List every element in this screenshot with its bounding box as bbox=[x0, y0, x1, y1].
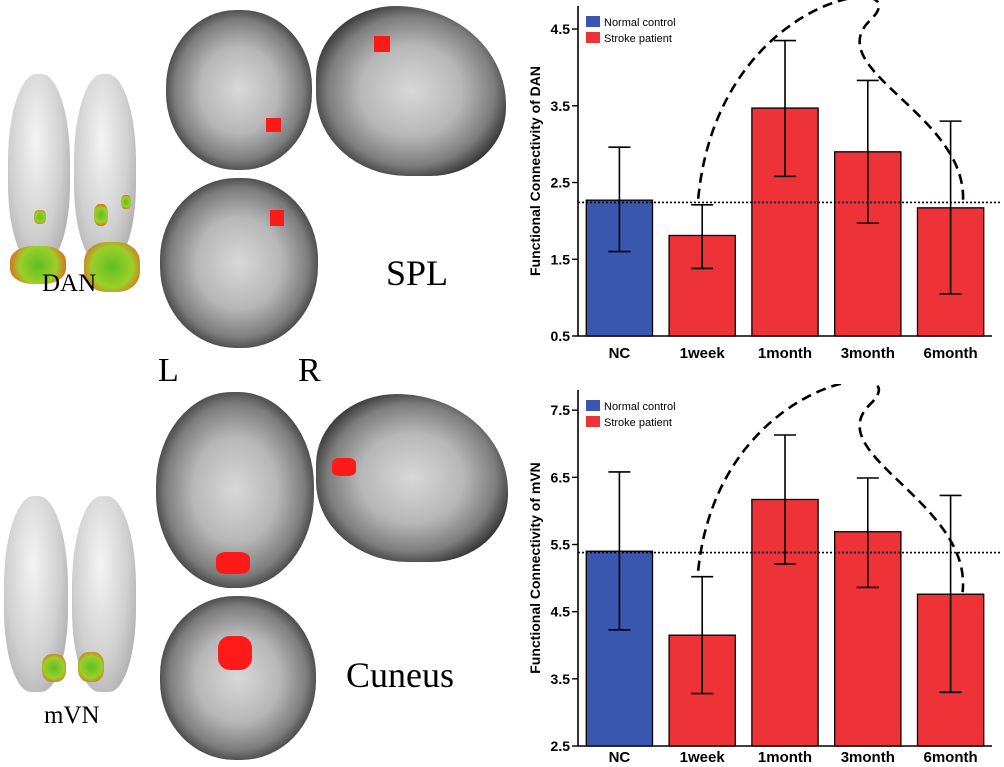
dan-label: DAN bbox=[42, 270, 97, 297]
mvn-surface-render bbox=[0, 492, 140, 702]
y-axis-title: Functional Connectivity of DAN bbox=[527, 66, 543, 276]
bar-1week bbox=[668, 234, 736, 337]
category-label: 1month bbox=[758, 345, 812, 362]
sagittal-slice-spl bbox=[316, 6, 506, 176]
category-label: NC bbox=[609, 749, 631, 766]
legend-label-stroke: Stroke patient bbox=[604, 417, 672, 429]
category-label: 1week bbox=[680, 749, 726, 766]
y-tick-label: 0.5 bbox=[551, 328, 571, 344]
right-orientation-label: R bbox=[298, 352, 321, 389]
spl-activation-sagittal bbox=[374, 36, 390, 52]
mvn-connectivity-chart: Functional Connectivity of mVN 2.5 3.5 4.5 5… bbox=[527, 384, 1000, 766]
bar-1month bbox=[751, 107, 819, 337]
y-tick-label: 3.5 bbox=[551, 671, 571, 687]
category-label: NC bbox=[609, 345, 631, 362]
coronal-slice-spl bbox=[160, 178, 318, 348]
dan-connectivity-chart: Functional Connectivity of DAN 0.5 1.5 2.5 3… bbox=[527, 0, 1000, 362]
trend-arc bbox=[696, 0, 965, 206]
cuneus-activation-coronal bbox=[218, 636, 252, 670]
y-tick-label: 3.5 bbox=[551, 98, 571, 114]
cuneus-label: Cuneus bbox=[346, 655, 454, 695]
y-tick-label: 7.5 bbox=[551, 402, 571, 418]
spl-activation-axial bbox=[266, 118, 281, 132]
y-axis-title: Functional Connectivity of mVN bbox=[527, 462, 543, 674]
sagittal-slice-cuneus bbox=[316, 394, 508, 562]
category-label: 1week bbox=[680, 345, 726, 362]
spl-label: SPL bbox=[386, 253, 449, 293]
y-tick-label: 5.5 bbox=[551, 536, 571, 552]
legend-label-stroke: Stroke patient bbox=[604, 33, 672, 45]
category-label: 3month bbox=[841, 749, 895, 766]
y-tick-label: 2.5 bbox=[551, 175, 571, 191]
axial-slice-spl bbox=[166, 10, 312, 170]
y-tick-label: 4.5 bbox=[551, 21, 571, 37]
legend-label-normal: Normal control bbox=[604, 401, 676, 413]
coronal-slice-cuneus bbox=[160, 596, 316, 760]
y-tick-label: 6.5 bbox=[551, 469, 571, 485]
trend-arc bbox=[696, 384, 965, 593]
legend-label-normal: Normal control bbox=[604, 17, 676, 29]
legend-swatch-stroke bbox=[586, 32, 600, 43]
category-label: 3month bbox=[841, 345, 895, 362]
cuneus-activation-axial bbox=[216, 552, 250, 574]
y-tick-label: 1.5 bbox=[551, 251, 571, 267]
left-orientation-label: L bbox=[158, 352, 179, 389]
cuneus-activation-sagittal bbox=[332, 458, 356, 476]
category-label: 6month bbox=[924, 749, 978, 766]
legend-swatch-normal bbox=[586, 400, 600, 411]
spl-activation-coronal bbox=[270, 210, 284, 226]
legend-swatch-stroke bbox=[586, 416, 600, 427]
dan-surface-render bbox=[2, 70, 142, 292]
y-tick-label: 2.5 bbox=[551, 738, 571, 754]
mvn-label: mVN bbox=[44, 702, 100, 729]
category-label: 1month bbox=[758, 749, 812, 766]
y-tick-label: 4.5 bbox=[551, 604, 571, 620]
legend-swatch-normal bbox=[586, 16, 600, 27]
category-label: 6month bbox=[924, 345, 978, 362]
